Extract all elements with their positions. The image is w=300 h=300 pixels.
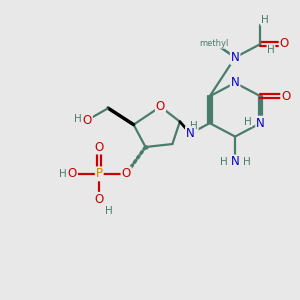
Polygon shape bbox=[106, 106, 134, 124]
Text: N: N bbox=[231, 155, 239, 168]
Text: H: H bbox=[244, 117, 252, 127]
Text: P: P bbox=[96, 167, 103, 180]
Text: O: O bbox=[94, 140, 104, 154]
Text: N: N bbox=[231, 76, 239, 89]
Text: H: H bbox=[59, 169, 67, 179]
Text: H: H bbox=[243, 157, 250, 167]
Text: O: O bbox=[83, 114, 92, 127]
Text: O: O bbox=[280, 38, 289, 50]
Text: N: N bbox=[231, 51, 239, 64]
Text: N: N bbox=[256, 117, 265, 130]
Text: H: H bbox=[261, 15, 269, 25]
Text: O: O bbox=[68, 167, 77, 180]
Text: H: H bbox=[105, 206, 113, 216]
Text: methyl: methyl bbox=[200, 39, 229, 48]
Text: O: O bbox=[122, 167, 131, 180]
Text: O: O bbox=[281, 90, 290, 103]
Text: H: H bbox=[74, 114, 82, 124]
Text: O: O bbox=[156, 100, 165, 113]
Text: H: H bbox=[220, 157, 228, 167]
Polygon shape bbox=[180, 122, 192, 136]
Text: N: N bbox=[186, 127, 195, 140]
Text: O: O bbox=[94, 193, 104, 206]
Text: H: H bbox=[190, 121, 198, 131]
Text: H: H bbox=[267, 45, 275, 55]
